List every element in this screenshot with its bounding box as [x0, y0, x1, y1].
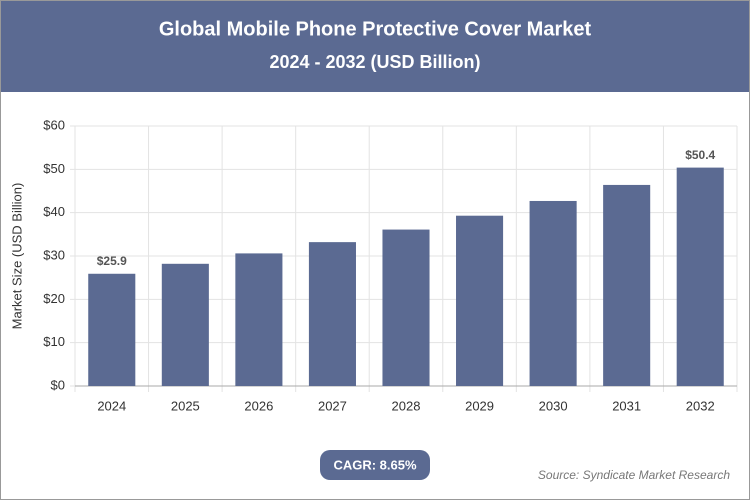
bar	[88, 273, 136, 386]
bar	[235, 253, 283, 386]
y-tick-label: $50	[43, 161, 65, 176]
y-tick-label: $0	[51, 377, 65, 392]
source: Source: Syndicate Market Research	[538, 468, 730, 482]
x-tick-label: 2025	[171, 398, 200, 413]
x-tick-label: 2031	[612, 398, 641, 413]
bar	[161, 263, 209, 386]
chart-subtitle: 2024 - 2032 (USD Billion)	[269, 52, 480, 72]
cagr-badge	[320, 450, 430, 480]
x-tick-label: 2028	[392, 398, 421, 413]
bar	[603, 184, 651, 386]
x-tick-label: 2026	[244, 398, 273, 413]
y-tick-label: $60	[43, 117, 65, 132]
bar	[529, 200, 577, 386]
bar	[382, 229, 430, 386]
header	[1, 1, 749, 92]
bar	[456, 215, 504, 386]
x-tick-label: 2030	[539, 398, 568, 413]
cagr-label: CAGR: 8.65%	[333, 457, 417, 472]
y-tick-label: $20	[43, 291, 65, 306]
y-tick-label: $40	[43, 204, 65, 219]
bar	[676, 167, 724, 386]
y-tick-label: $10	[43, 334, 65, 349]
value-label: $25.9	[97, 254, 127, 268]
x-tick-label: 2024	[97, 398, 126, 413]
x-tick-label: 2029	[465, 398, 494, 413]
chart-title: Global Mobile Phone Protective Cover Mar…	[159, 18, 592, 40]
x-tick-label: 2032	[686, 398, 715, 413]
bar	[308, 242, 356, 386]
x-tick-label: 2027	[318, 398, 347, 413]
value-label: $50.4	[685, 148, 715, 162]
y-tick-label: $30	[43, 247, 65, 262]
y-axis-title: Market Size (USD Billion)	[9, 183, 24, 330]
